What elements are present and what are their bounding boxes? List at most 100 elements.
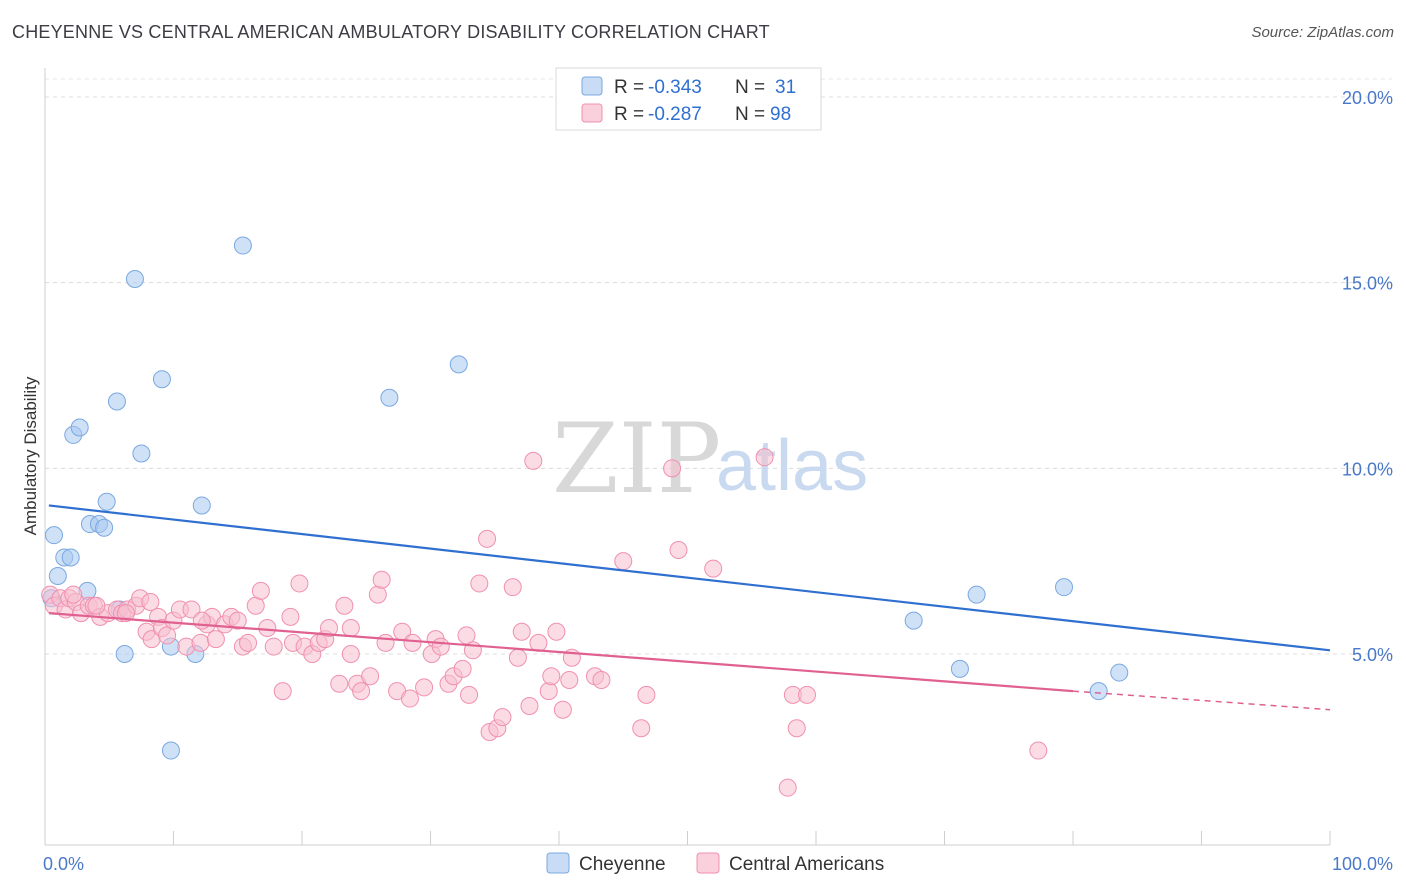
legend-n-label-1: N = <box>735 77 765 98</box>
bottom-legend-swatch-central-americans <box>696 852 720 874</box>
central-americans-point <box>460 685 479 704</box>
cheyenne-point <box>97 492 116 511</box>
central-americans-point <box>228 611 247 630</box>
central-americans-point <box>191 633 210 652</box>
cheyenne-point <box>380 388 399 407</box>
x-tick-label: 0.0% <box>43 854 84 874</box>
central-americans-point <box>341 619 360 638</box>
cheyenne-point <box>449 355 468 374</box>
central-americans-point <box>158 626 177 645</box>
legend-n-value-2: 98 <box>770 104 791 125</box>
central-americans-trend-line <box>48 612 1074 693</box>
central-americans-point <box>372 570 391 589</box>
series-legend: Cheyenne Central Americans <box>546 852 884 875</box>
central-americans-point <box>87 596 106 615</box>
cheyenne-point <box>1055 578 1074 597</box>
bottom-legend-label-central-americans: Central Americans <box>729 854 884 875</box>
cheyenne-point <box>61 548 80 567</box>
central-americans-point <box>547 622 566 641</box>
central-americans-point <box>400 689 419 708</box>
central-americans-point <box>632 719 651 738</box>
cheyenne-point <box>70 418 89 437</box>
cheyenne-point <box>125 269 144 288</box>
central-americans-point <box>539 682 558 701</box>
central-americans-point <box>64 585 83 604</box>
cheyenne-point <box>1089 682 1108 701</box>
cheyenne-point <box>233 236 252 255</box>
central-americans-point <box>361 667 380 686</box>
y-axis-label: Ambulatory Disability <box>21 376 40 535</box>
central-americans-point <box>415 678 434 697</box>
legend-r-value-2: -0.287 <box>648 104 702 125</box>
legend-n-value-1: 31 <box>775 77 796 98</box>
legend-swatch-cheyenne <box>581 76 603 96</box>
central-americans-point <box>335 596 354 615</box>
central-americans-point <box>503 578 522 597</box>
cheyenne-point <box>904 611 923 630</box>
bottom-legend-swatch-cheyenne <box>546 852 570 874</box>
central-americans-trend-extension <box>1072 690 1331 711</box>
watermark-zip: ZIP <box>552 403 721 515</box>
central-americans-point <box>251 581 270 600</box>
central-americans-point <box>787 719 806 738</box>
central-americans-point <box>457 626 476 645</box>
central-americans-point <box>478 529 497 548</box>
central-americans-point <box>508 648 527 667</box>
central-americans-point <box>1029 741 1048 760</box>
central-americans-point <box>663 459 682 478</box>
bottom-legend-label-cheyenne: Cheyenne <box>579 854 666 875</box>
central-americans-point <box>290 574 309 593</box>
cheyenne-point <box>192 496 211 515</box>
stats-legend: R = -0.343 N = 31 R = -0.287 N = 98 <box>555 67 822 131</box>
central-americans-point <box>403 633 422 652</box>
cheyenne-point <box>1110 663 1129 682</box>
watermark: ZIP atlas <box>552 403 868 515</box>
central-americans-point <box>704 559 723 578</box>
cheyenne-point <box>152 370 171 389</box>
central-americans-point <box>520 696 539 715</box>
central-americans-point <box>376 633 395 652</box>
cheyenne-point <box>967 585 986 604</box>
x-tick-label: 100.0% <box>1332 854 1393 874</box>
cheyenne-point <box>950 659 969 678</box>
data-points <box>41 236 1129 797</box>
y-tick-label: 20.0% <box>1342 88 1393 108</box>
chart-title: CHEYENNE VS CENTRAL AMERICAN AMBULATORY … <box>12 22 770 42</box>
central-americans-point <box>669 541 688 560</box>
cheyenne-point <box>115 645 134 663</box>
central-americans-point <box>182 600 201 619</box>
central-americans-point <box>529 633 548 652</box>
central-americans-point <box>470 574 489 593</box>
cheyenne-point <box>107 392 126 411</box>
central-americans-point <box>637 685 656 704</box>
central-americans-point <box>368 585 387 604</box>
cheyenne-trend-line <box>48 504 1331 652</box>
central-americans-point <box>512 622 531 641</box>
central-americans-point <box>592 670 611 689</box>
central-americans-point <box>524 451 543 470</box>
cheyenne-point <box>44 526 63 545</box>
axes <box>44 68 1331 846</box>
cheyenne-point <box>132 444 151 463</box>
central-americans-point <box>192 611 211 630</box>
central-americans-point <box>755 448 774 467</box>
tick-labels: 5.0% 10.0% 15.0% 20.0% 0.0% 100.0% <box>43 88 1393 874</box>
y-tick-label: 10.0% <box>1342 459 1393 479</box>
trend-lines <box>48 504 1331 711</box>
legend-r-label-2: R = <box>614 104 644 125</box>
central-americans-point <box>258 619 277 638</box>
central-americans-point <box>264 637 283 656</box>
legend-r-value-1: -0.343 <box>648 77 702 98</box>
y-tick-label: 15.0% <box>1342 274 1393 294</box>
central-americans-point <box>798 685 817 704</box>
legend-n-label-2: N = <box>735 104 765 125</box>
cheyenne-point <box>95 518 114 537</box>
central-americans-point <box>239 633 258 652</box>
watermark-atlas: atlas <box>716 426 868 506</box>
central-americans-point <box>352 682 371 701</box>
central-americans-point <box>560 670 579 689</box>
central-americans-point <box>542 667 561 686</box>
chart-source: Source: ZipAtlas.com <box>1251 24 1394 41</box>
central-americans-point <box>141 593 160 612</box>
